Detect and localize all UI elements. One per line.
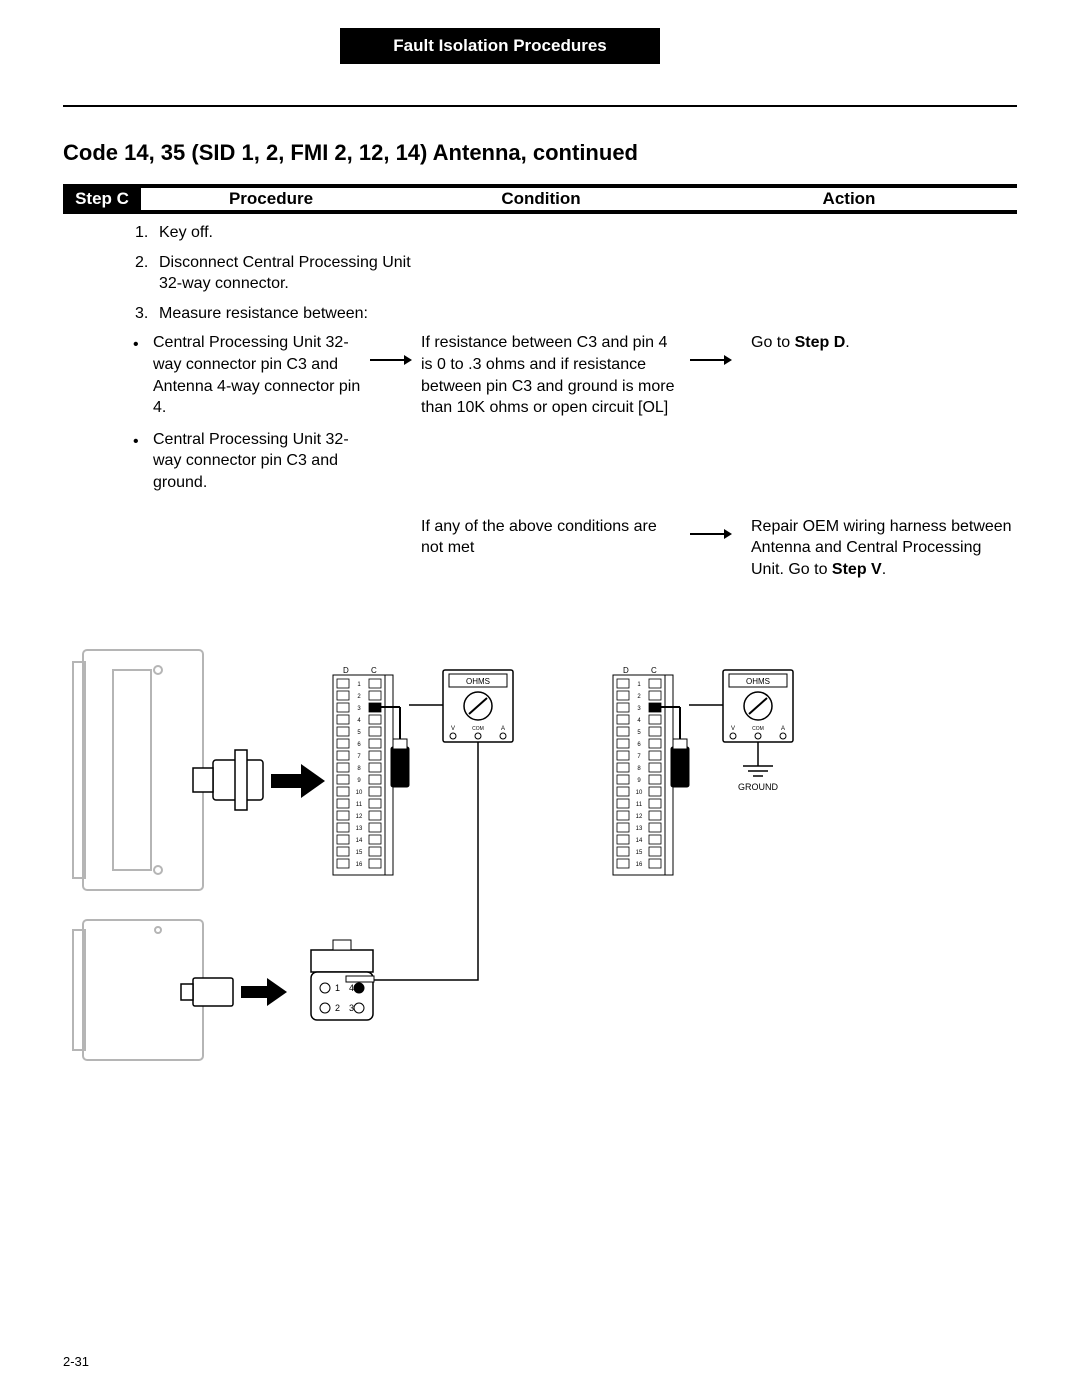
- item-number: 3.: [135, 303, 148, 325]
- arrow-right-icon: [271, 764, 325, 798]
- ohms-label: OHMS: [466, 677, 490, 686]
- arrow-right-icon: [690, 352, 732, 368]
- arrow-right-icon: [690, 526, 732, 542]
- procedure-cell: • Central Processing Unit 32-way connect…: [63, 429, 361, 494]
- connector-plug-icon: [181, 978, 233, 1006]
- header-banner: Fault Isolation Procedures: [340, 28, 660, 64]
- condition-row: • Central Processing Unit 32-way connect…: [63, 332, 1017, 418]
- connector-4way-icon: 1 4 2 3: [311, 940, 374, 1020]
- list-item: 1. Key off.: [135, 222, 415, 244]
- item-number: 2.: [135, 252, 148, 274]
- svg-text:C: C: [651, 666, 657, 675]
- list-item: 3. Measure resistance between:: [135, 303, 415, 325]
- bullet-row: • Central Processing Unit 32-way connect…: [63, 429, 1017, 494]
- svg-text:10: 10: [356, 790, 363, 796]
- svg-text:16: 16: [636, 862, 643, 868]
- arrow-cell: [361, 516, 421, 581]
- svg-text:V: V: [451, 726, 455, 732]
- arrow-right-icon: [370, 352, 412, 368]
- svg-text:14: 14: [356, 838, 363, 844]
- diagram-svg: D C: [63, 640, 1017, 1140]
- svg-text:14: 14: [636, 838, 643, 844]
- arrow-cell: [681, 516, 741, 581]
- svg-text:13: 13: [636, 826, 643, 832]
- svg-text:11: 11: [636, 802, 643, 808]
- col-d-label: D: [343, 666, 349, 675]
- multimeter-icon: OHMS V COM A: [723, 670, 793, 742]
- svg-text:COM: COM: [472, 726, 484, 732]
- svg-text:COM: COM: [752, 726, 764, 732]
- item-number: 1.: [135, 222, 148, 244]
- page-number: 2-31: [63, 1354, 89, 1369]
- svg-text:V: V: [731, 726, 735, 732]
- svg-text:2: 2: [335, 1003, 340, 1013]
- svg-text:D: D: [623, 666, 629, 675]
- ground-icon: GROUND: [738, 758, 778, 792]
- arrow-right-icon: [241, 978, 287, 1006]
- bullet-icon: •: [133, 431, 139, 453]
- bullet-text: Central Processing Unit 32-way connector…: [153, 431, 349, 491]
- item-text: Key off.: [159, 224, 213, 241]
- condition-header: Condition: [401, 188, 681, 210]
- condition-cell: If any of the above conditions are not m…: [421, 516, 681, 581]
- list-item: 2. Disconnect Central Processing Unit 32…: [135, 252, 415, 295]
- item-text: Measure resistance between:: [159, 305, 368, 322]
- svg-text:15: 15: [356, 850, 363, 856]
- header-title: Fault Isolation Procedures: [393, 36, 607, 56]
- svg-text:15: 15: [636, 850, 643, 856]
- action-prefix: Go to: [751, 334, 795, 351]
- procedure-cell: [63, 516, 361, 581]
- svg-text:A: A: [781, 726, 785, 732]
- step-label: Step C: [75, 189, 129, 209]
- action-cell: Go to Step D.: [741, 332, 1017, 418]
- action-cell: Repair OEM wiring harness between Antenn…: [741, 516, 1017, 581]
- procedure-header: Procedure: [141, 188, 401, 210]
- procedure-cell: • Central Processing Unit 32-way connect…: [63, 332, 361, 418]
- bullet-icon: •: [133, 334, 139, 356]
- connector-32way-icon: D C: [333, 666, 409, 875]
- multimeter-icon: OHMS V COM A: [443, 670, 513, 742]
- action-bold: Step D: [795, 334, 846, 351]
- ground-label: GROUND: [738, 782, 778, 792]
- svg-text:A: A: [501, 726, 505, 732]
- svg-text:3: 3: [349, 1003, 354, 1013]
- svg-text:16: 16: [356, 862, 363, 868]
- horizontal-rule: [63, 105, 1017, 107]
- svg-text:4: 4: [349, 983, 354, 993]
- arrow-cell: [361, 332, 421, 418]
- svg-text:1: 1: [335, 983, 340, 993]
- connector-32way-icon: D C 123: [613, 666, 689, 875]
- col-c-label: C: [371, 666, 377, 675]
- svg-text:10: 10: [636, 790, 643, 796]
- svg-text:OHMS: OHMS: [746, 677, 770, 686]
- arrow-cell: [681, 332, 741, 418]
- procedure-list: 1. Key off. 2. Disconnect Central Proces…: [63, 222, 1017, 324]
- svg-text:12: 12: [636, 814, 643, 820]
- action-suffix: .: [845, 334, 849, 351]
- page-title: Code 14, 35 (SID 1, 2, FMI 2, 12, 14) An…: [63, 140, 638, 166]
- wiring-diagram: D C: [63, 640, 1017, 1140]
- svg-text:11: 11: [356, 802, 363, 808]
- action-header: Action: [681, 188, 1017, 210]
- svg-text:13: 13: [356, 826, 363, 832]
- table-header-row: Step C Procedure Condition Action: [63, 184, 1017, 214]
- content-area: 1. Key off. 2. Disconnect Central Proces…: [63, 222, 1017, 580]
- bullet-text: Central Processing Unit 32-way connector…: [153, 334, 360, 416]
- action-suffix: .: [882, 561, 886, 578]
- item-text: Disconnect Central Processing Unit 32-wa…: [159, 254, 411, 293]
- step-cell: Step C: [63, 188, 141, 210]
- svg-text:12: 12: [356, 814, 363, 820]
- condition-cell: If resistance between C3 and pin 4 is 0 …: [421, 332, 681, 418]
- action-bold: Step V: [832, 561, 882, 578]
- cpu-module-icon: [73, 650, 203, 890]
- condition-row: If any of the above conditions are not m…: [63, 516, 1017, 581]
